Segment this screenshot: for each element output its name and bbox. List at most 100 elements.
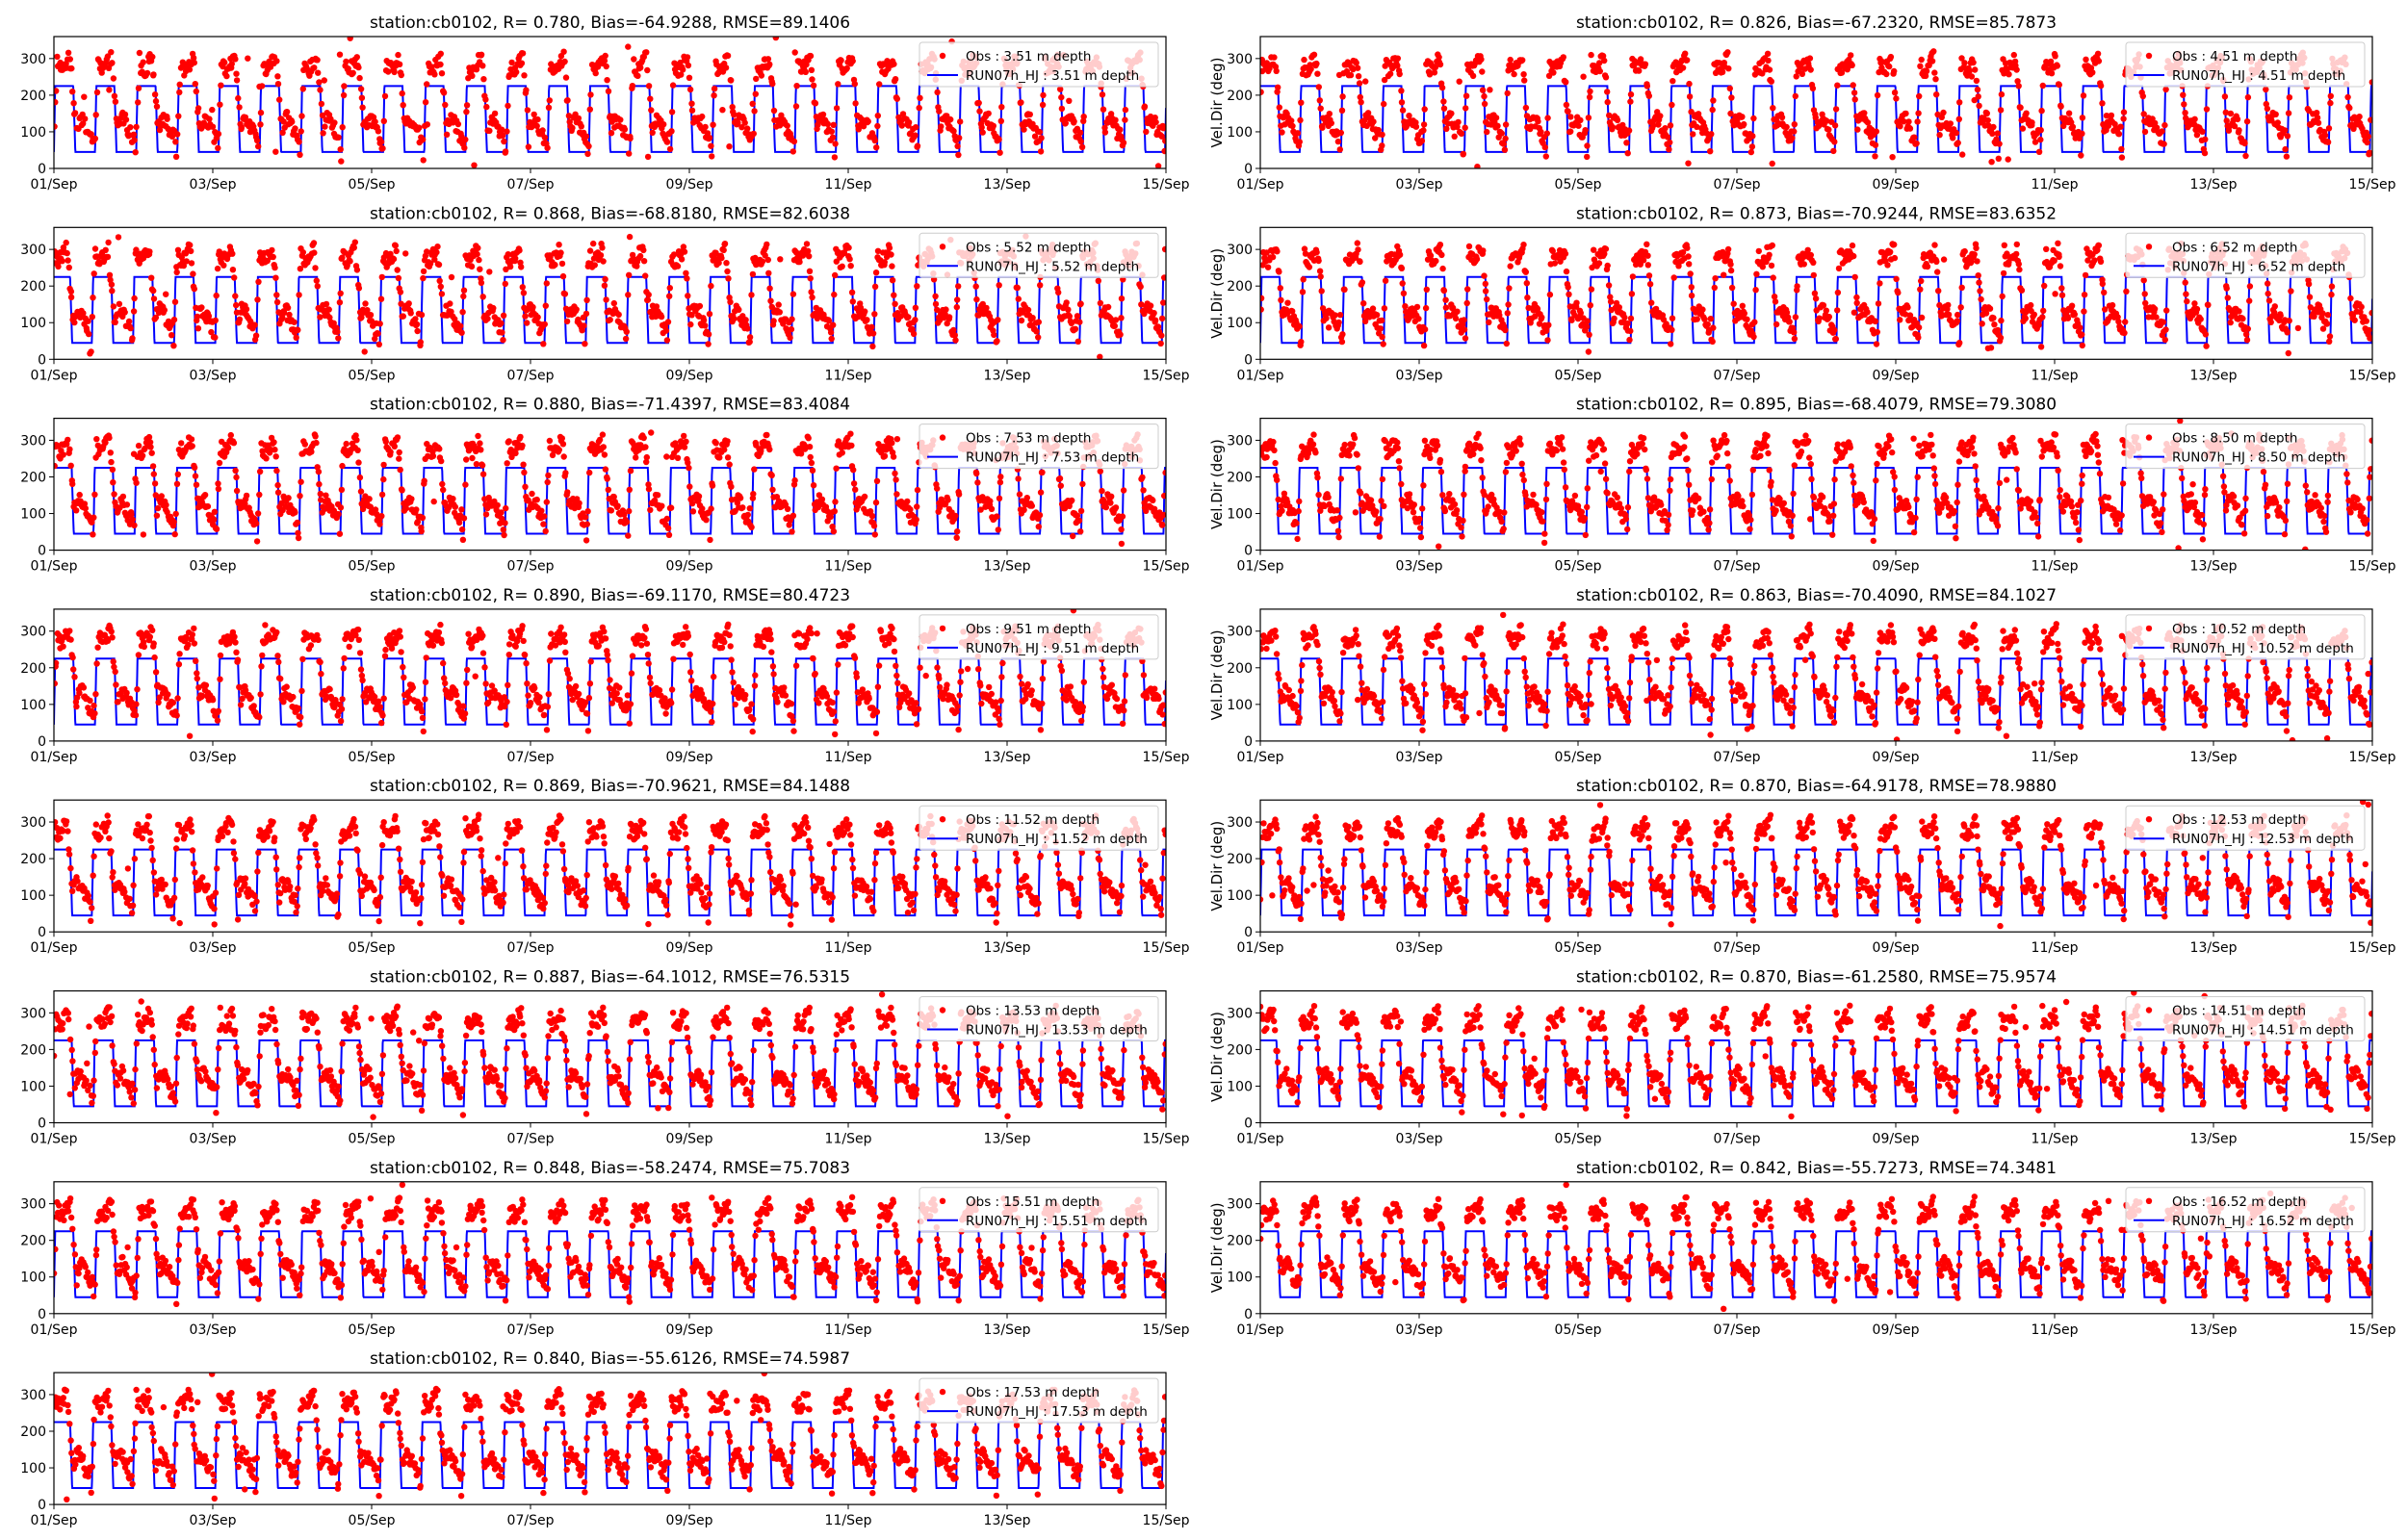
obs-point <box>1755 247 1763 255</box>
x-tick-label: 13/Sep <box>984 368 1031 383</box>
legend-box <box>919 232 1159 278</box>
obs-point <box>1906 125 1914 132</box>
obs-point <box>1834 82 1841 89</box>
obs-point <box>1783 309 1791 316</box>
x-tick-label: 11/Sep <box>2032 177 2079 192</box>
obs-point <box>176 89 183 96</box>
obs-point <box>569 124 576 132</box>
obs-point <box>1851 252 1857 260</box>
obs-point <box>1891 241 1898 248</box>
obs-point <box>1624 150 1631 157</box>
obs-point <box>534 116 541 123</box>
obs-point <box>932 300 940 308</box>
obs-point <box>1037 148 1045 155</box>
y-tick-label: 200 <box>20 279 46 295</box>
obs-point <box>666 145 674 153</box>
obs-point <box>789 291 797 297</box>
obs-point <box>1580 73 1587 80</box>
obs-point <box>2365 133 2371 140</box>
obs-point <box>891 292 897 298</box>
obs-point <box>1461 317 1467 323</box>
obs-point <box>749 100 756 108</box>
obs-point <box>1117 126 1124 133</box>
obs-point <box>343 58 349 65</box>
obs-point <box>334 328 341 335</box>
obs-point <box>150 471 157 477</box>
obs-point <box>1568 317 1575 323</box>
obs-point <box>972 283 979 290</box>
obs-point <box>1978 295 1984 303</box>
obs-point <box>140 59 146 65</box>
obs-point <box>1744 316 1750 322</box>
obs-point <box>1313 60 1320 67</box>
obs-point <box>1567 114 1574 120</box>
obs-point <box>1648 299 1655 306</box>
obs-point <box>917 94 923 102</box>
obs-point <box>1357 258 1363 266</box>
obs-point <box>1015 295 1022 302</box>
obs-point <box>663 139 671 145</box>
obs-point <box>311 64 318 71</box>
obs-point <box>1420 121 1428 128</box>
obs-point <box>135 99 142 106</box>
obs-point <box>1378 317 1385 324</box>
obs-point <box>1806 55 1814 62</box>
obs-point <box>512 255 519 262</box>
obs-point <box>533 122 540 130</box>
obs-point <box>1834 289 1842 296</box>
obs-point <box>2222 109 2229 116</box>
obs-point <box>644 66 651 74</box>
obs-point <box>767 297 774 304</box>
obs-point <box>621 126 629 133</box>
obs-point <box>680 244 687 250</box>
obs-point <box>1851 90 1858 96</box>
obs-point <box>63 239 69 246</box>
obs-point <box>1711 284 1719 292</box>
obs-point <box>979 129 986 136</box>
obs-point <box>1585 115 1592 121</box>
obs-point <box>1793 73 1799 80</box>
obs-point <box>480 76 487 83</box>
obs-point <box>1848 52 1854 59</box>
obs-point <box>626 271 633 278</box>
obs-point <box>54 88 60 94</box>
obs-point <box>1686 261 1693 268</box>
obs-point <box>869 330 877 337</box>
obs-point <box>81 500 89 507</box>
obs-point <box>2082 271 2089 279</box>
obs-point <box>1971 96 1978 104</box>
obs-point <box>131 522 138 528</box>
obs-point <box>1014 284 1022 292</box>
obs-point <box>1464 286 1471 293</box>
obs-point <box>274 81 282 88</box>
obs-point <box>2284 329 2291 336</box>
obs-point <box>395 274 402 282</box>
obs-point <box>1494 122 1501 129</box>
obs-point <box>914 142 921 149</box>
obs-point <box>2013 241 2020 248</box>
obs-point <box>312 265 319 271</box>
obs-point <box>2094 50 2102 57</box>
obs-point <box>431 71 438 78</box>
obs-point <box>245 55 251 62</box>
obs-point <box>2368 79 2372 86</box>
obs-point <box>557 249 564 256</box>
obs-point <box>2080 92 2087 99</box>
obs-point <box>1721 258 1729 265</box>
obs-point <box>543 280 550 287</box>
obs-point <box>1284 299 1291 306</box>
obs-point <box>1810 271 1818 279</box>
obs-point <box>534 314 541 321</box>
obs-point <box>601 282 608 289</box>
obs-point <box>1354 240 1361 246</box>
obs-point <box>973 295 980 303</box>
obs-point <box>2328 291 2335 298</box>
obs-point <box>1832 106 1840 113</box>
obs-point <box>108 281 116 288</box>
obs-point <box>392 242 399 249</box>
obs-point <box>235 94 242 102</box>
obs-point <box>2239 315 2246 322</box>
obs-point <box>1563 79 1569 86</box>
obs-point <box>2180 91 2187 98</box>
obs-point <box>390 255 398 263</box>
